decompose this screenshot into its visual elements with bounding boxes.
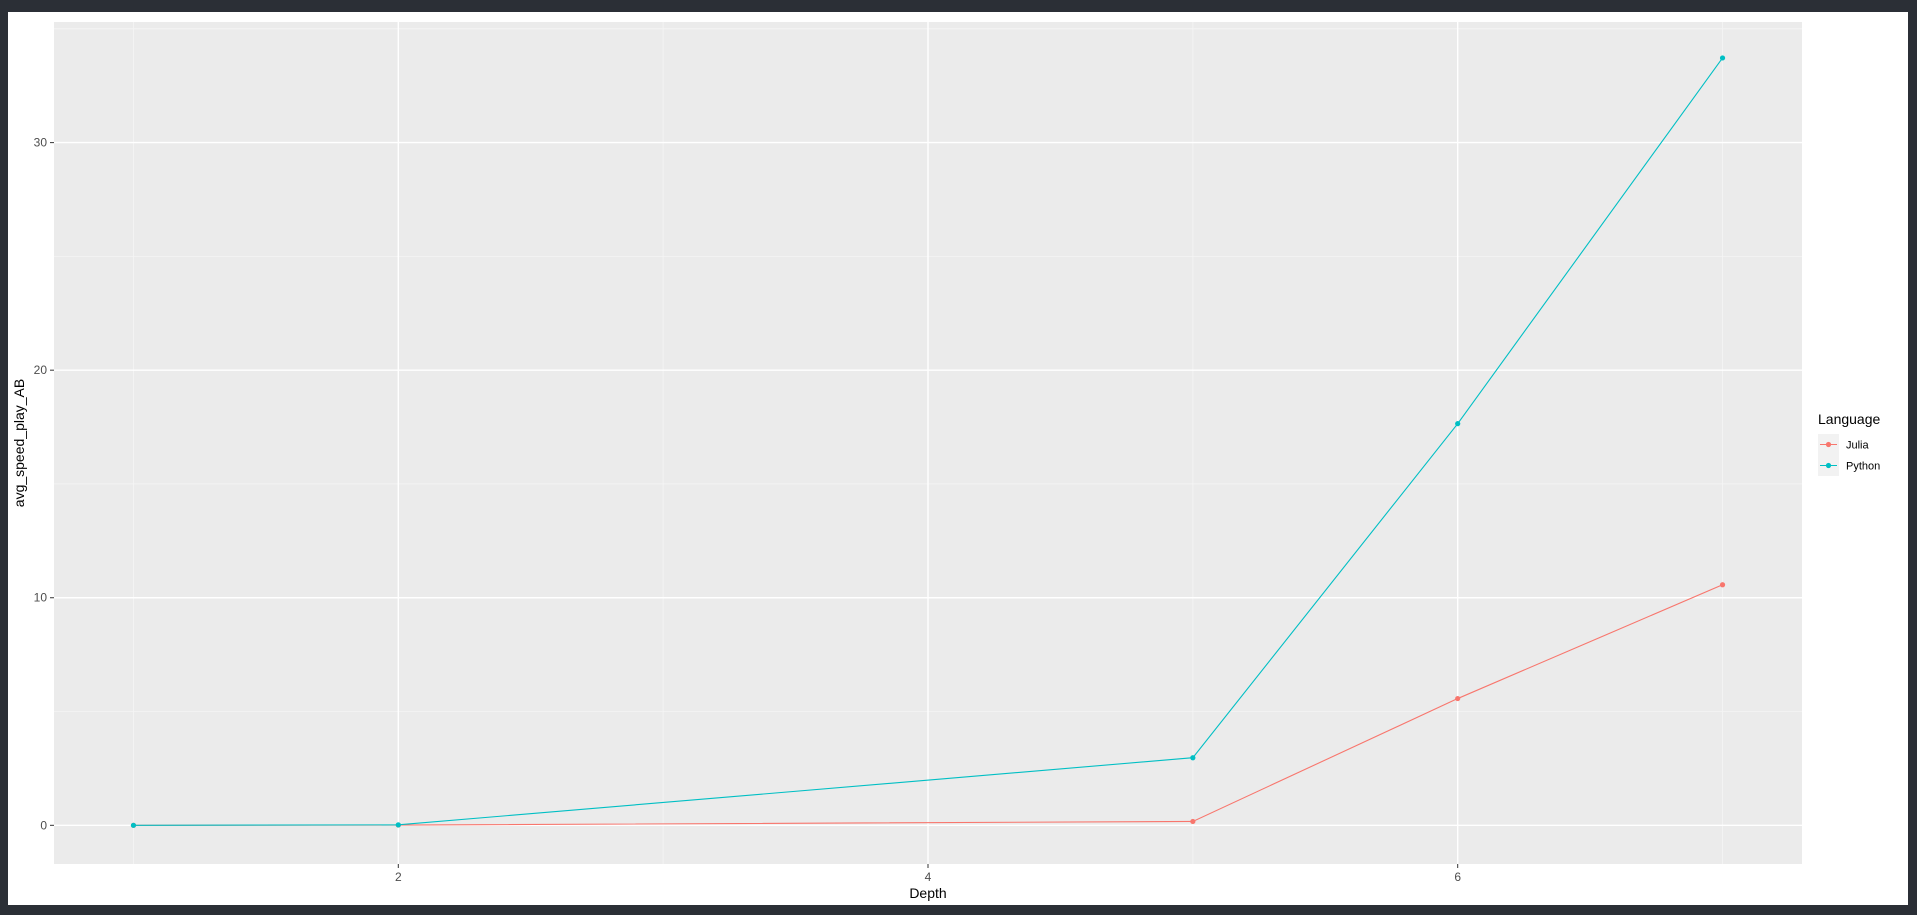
data-point-python bbox=[1190, 755, 1196, 761]
x-tick-label: 6 bbox=[1454, 870, 1461, 884]
y-tick-label: 10 bbox=[34, 591, 48, 605]
data-point-python bbox=[130, 822, 137, 828]
series-layer bbox=[130, 55, 1726, 828]
data-point-julia bbox=[1719, 582, 1726, 588]
data-point-python bbox=[395, 822, 401, 828]
grid-major bbox=[54, 22, 1802, 864]
plot-window: 2 4 6 0 10 20 30 Depth avg_speed_play_AB Lang… bbox=[8, 12, 1908, 905]
legend-label-python: Python bbox=[1846, 461, 1880, 473]
data-point-python bbox=[1455, 421, 1461, 427]
data-point-julia bbox=[1190, 818, 1196, 825]
data-point-julia bbox=[1455, 695, 1461, 702]
x-axis-title: Depth bbox=[909, 885, 946, 901]
y-axis-title: avg_speed_play_AB bbox=[11, 379, 27, 507]
legend: Language Julia Python bbox=[1818, 411, 1881, 476]
y-axis: 0 10 20 30 bbox=[34, 136, 54, 832]
y-tick-label: 20 bbox=[34, 363, 48, 377]
legend-key-point-julia bbox=[1825, 441, 1832, 448]
x-axis: 2 4 6 bbox=[395, 864, 1461, 884]
y-tick-label: 30 bbox=[34, 136, 48, 150]
legend-key-point-python bbox=[1825, 462, 1832, 469]
y-tick-label: 0 bbox=[40, 818, 47, 832]
x-tick-label: 4 bbox=[925, 870, 932, 884]
legend-title: Language bbox=[1818, 411, 1881, 427]
data-point-python bbox=[1719, 55, 1726, 61]
legend-label-julia: Julia bbox=[1846, 440, 1870, 452]
chart: 2 4 6 0 10 20 30 Depth avg_speed_play_AB Lang… bbox=[11, 22, 1881, 901]
x-tick-label: 2 bbox=[395, 870, 402, 884]
